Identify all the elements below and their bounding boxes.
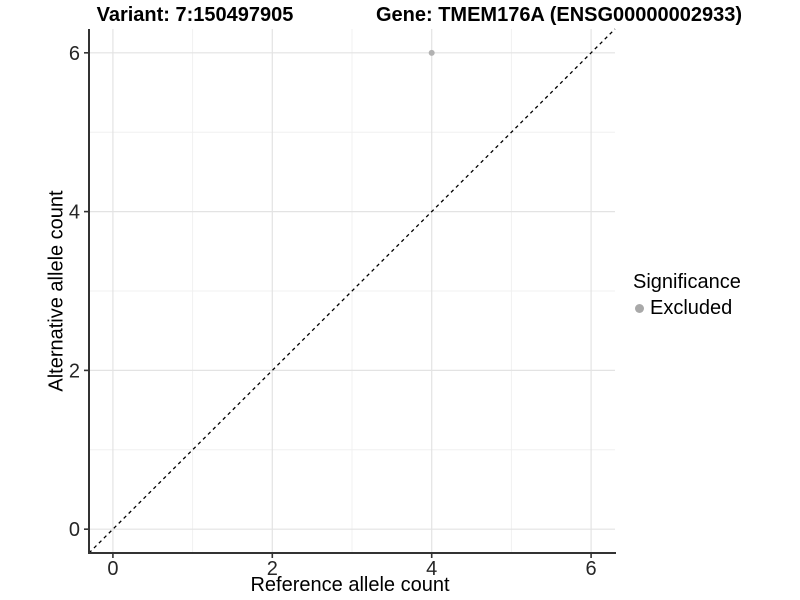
y-tick-label: 6 (69, 43, 80, 65)
axis-ticks: 0 2 4 6 0 2 4 6 (69, 43, 597, 580)
x-tick-label: 4 (426, 558, 437, 580)
y-tick-label: 4 (69, 202, 80, 224)
x-axis-title: Reference allele count (250, 574, 450, 596)
x-tick-label: 0 (107, 558, 118, 580)
gridlines-major (89, 29, 615, 553)
legend-point-icon (635, 304, 644, 313)
identity-dashed-line (88, 28, 616, 554)
x-tick-label: 2 (267, 558, 278, 580)
y-tick-label: 0 (69, 519, 80, 541)
gridlines-minor (89, 29, 615, 553)
y-axis-title: Alternative allele count (45, 190, 68, 392)
gene-title: Gene: TMEM176A (ENSG00000002933) (375, 4, 743, 26)
legend-entry-excluded: Excluded (633, 297, 741, 320)
x-tick-label: 6 (586, 558, 597, 580)
data-point (428, 49, 435, 56)
legend-title: Significance (633, 271, 741, 293)
legend-entry-label: Excluded (650, 297, 733, 319)
y-tick-label: 2 (69, 360, 80, 382)
legend: Significance Excluded (633, 271, 741, 320)
variant-title: Variant: 7:150497905 (96, 4, 294, 26)
series-excluded (428, 49, 435, 56)
